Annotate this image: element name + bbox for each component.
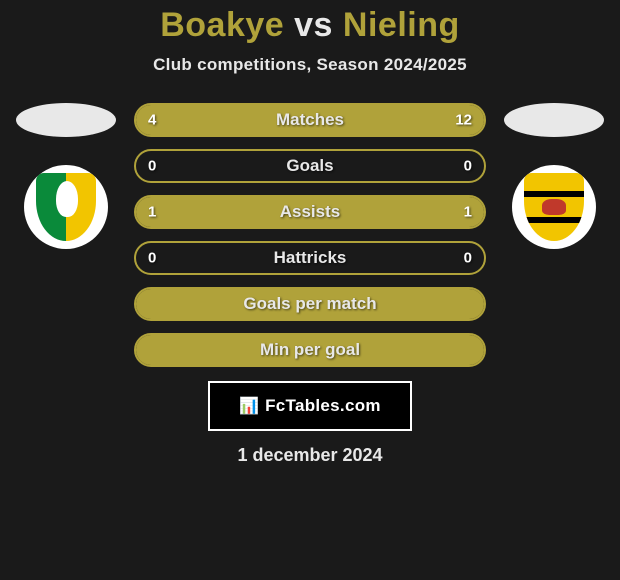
- stat-bar-hattricks: Hattricks 0 0: [134, 241, 486, 275]
- title-player2: Nieling: [343, 6, 460, 44]
- stat-value-right: 12: [455, 112, 472, 129]
- stat-label: Assists: [280, 202, 340, 222]
- branding-chart-icon: 📊: [239, 396, 259, 416]
- stat-label: Matches: [276, 110, 344, 130]
- stat-label: Min per goal: [260, 340, 360, 360]
- stat-value-left: 0: [148, 158, 156, 175]
- stat-value-left: 4: [148, 112, 156, 129]
- comparison-title: Boakye vs Nieling: [0, 6, 620, 45]
- player-left-column: [16, 103, 116, 249]
- title-vs: vs: [294, 6, 333, 44]
- player-right-avatar: [504, 103, 604, 137]
- stat-value-right: 0: [464, 158, 472, 175]
- stat-bars: Matches412Goals00Assists11Hattricks00Goa…: [134, 103, 486, 367]
- stat-bar-min-per-goal: Min per goal: [134, 333, 486, 367]
- player-right-column: [504, 103, 604, 249]
- season-subtitle: Club competitions, Season 2024/2025: [0, 55, 620, 75]
- shield-left-icon: [36, 173, 96, 241]
- deer-icon: [542, 199, 566, 215]
- stat-bar-goals: Goals 0 0: [134, 149, 486, 183]
- stat-value-right: 0: [464, 250, 472, 267]
- comparison-container: Boakye vs Nieling Club competitions, Sea…: [0, 0, 620, 580]
- branding-text: FcTables.com: [265, 396, 381, 416]
- branding-box[interactable]: 📊 FcTables.com: [208, 381, 412, 431]
- stat-bar-matches: Matches 4 12: [134, 103, 486, 137]
- main-row: Matches412Goals00Assists11Hattricks00Goa…: [0, 103, 620, 367]
- stat-label: Hattricks: [274, 248, 347, 268]
- stat-bar-assists: Assists 1 1: [134, 195, 486, 229]
- title-player1: Boakye: [160, 6, 284, 44]
- club-right-crest: [512, 165, 596, 249]
- stat-value-right: 1: [464, 204, 472, 221]
- player-left-avatar: [16, 103, 116, 137]
- shield-right-icon: [524, 173, 584, 241]
- stat-value-left: 1: [148, 204, 156, 221]
- stat-label: Goals per match: [243, 294, 376, 314]
- stat-label: Goals: [286, 156, 333, 176]
- club-left-crest: [24, 165, 108, 249]
- stat-bar-goals-per-match: Goals per match: [134, 287, 486, 321]
- generated-date: 1 december 2024: [0, 445, 620, 466]
- stat-value-left: 0: [148, 250, 156, 267]
